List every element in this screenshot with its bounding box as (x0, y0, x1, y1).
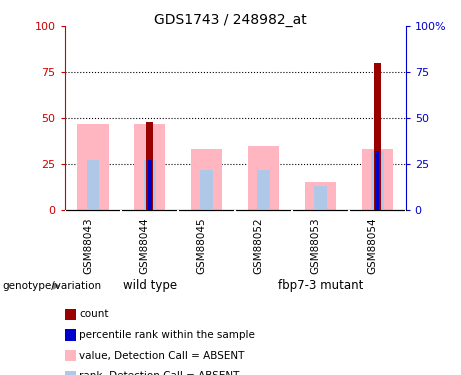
Text: GSM88044: GSM88044 (140, 217, 150, 274)
Text: wild type: wild type (123, 279, 177, 292)
Text: GSM88045: GSM88045 (197, 217, 207, 274)
Text: GSM88054: GSM88054 (367, 217, 377, 274)
Bar (147, 122, 153, 210)
Bar (201, 170, 213, 210)
Bar (191, 149, 222, 210)
Bar (374, 63, 381, 210)
Bar (257, 170, 270, 210)
Bar (361, 149, 393, 210)
Text: value, Detection Call = ABSENT: value, Detection Call = ABSENT (79, 351, 245, 360)
Bar (134, 124, 165, 210)
Text: percentile rank within the sample: percentile rank within the sample (79, 330, 255, 340)
Text: genotype/variation: genotype/variation (2, 281, 101, 291)
Text: GDS1743 / 248982_at: GDS1743 / 248982_at (154, 13, 307, 27)
Bar (87, 160, 99, 210)
Bar (77, 124, 109, 210)
Text: GSM88043: GSM88043 (83, 217, 93, 274)
Bar (371, 151, 384, 210)
Bar (375, 151, 379, 210)
Bar (314, 186, 327, 210)
Bar (148, 160, 152, 210)
Text: rank, Detection Call = ABSENT: rank, Detection Call = ABSENT (79, 371, 240, 375)
Text: GSM88053: GSM88053 (310, 217, 320, 274)
Text: fbp7-3 mutant: fbp7-3 mutant (278, 279, 363, 292)
Bar (248, 146, 279, 210)
Bar (305, 183, 336, 210)
Text: count: count (79, 309, 109, 319)
Text: GSM88052: GSM88052 (254, 217, 264, 274)
Bar (143, 160, 156, 210)
